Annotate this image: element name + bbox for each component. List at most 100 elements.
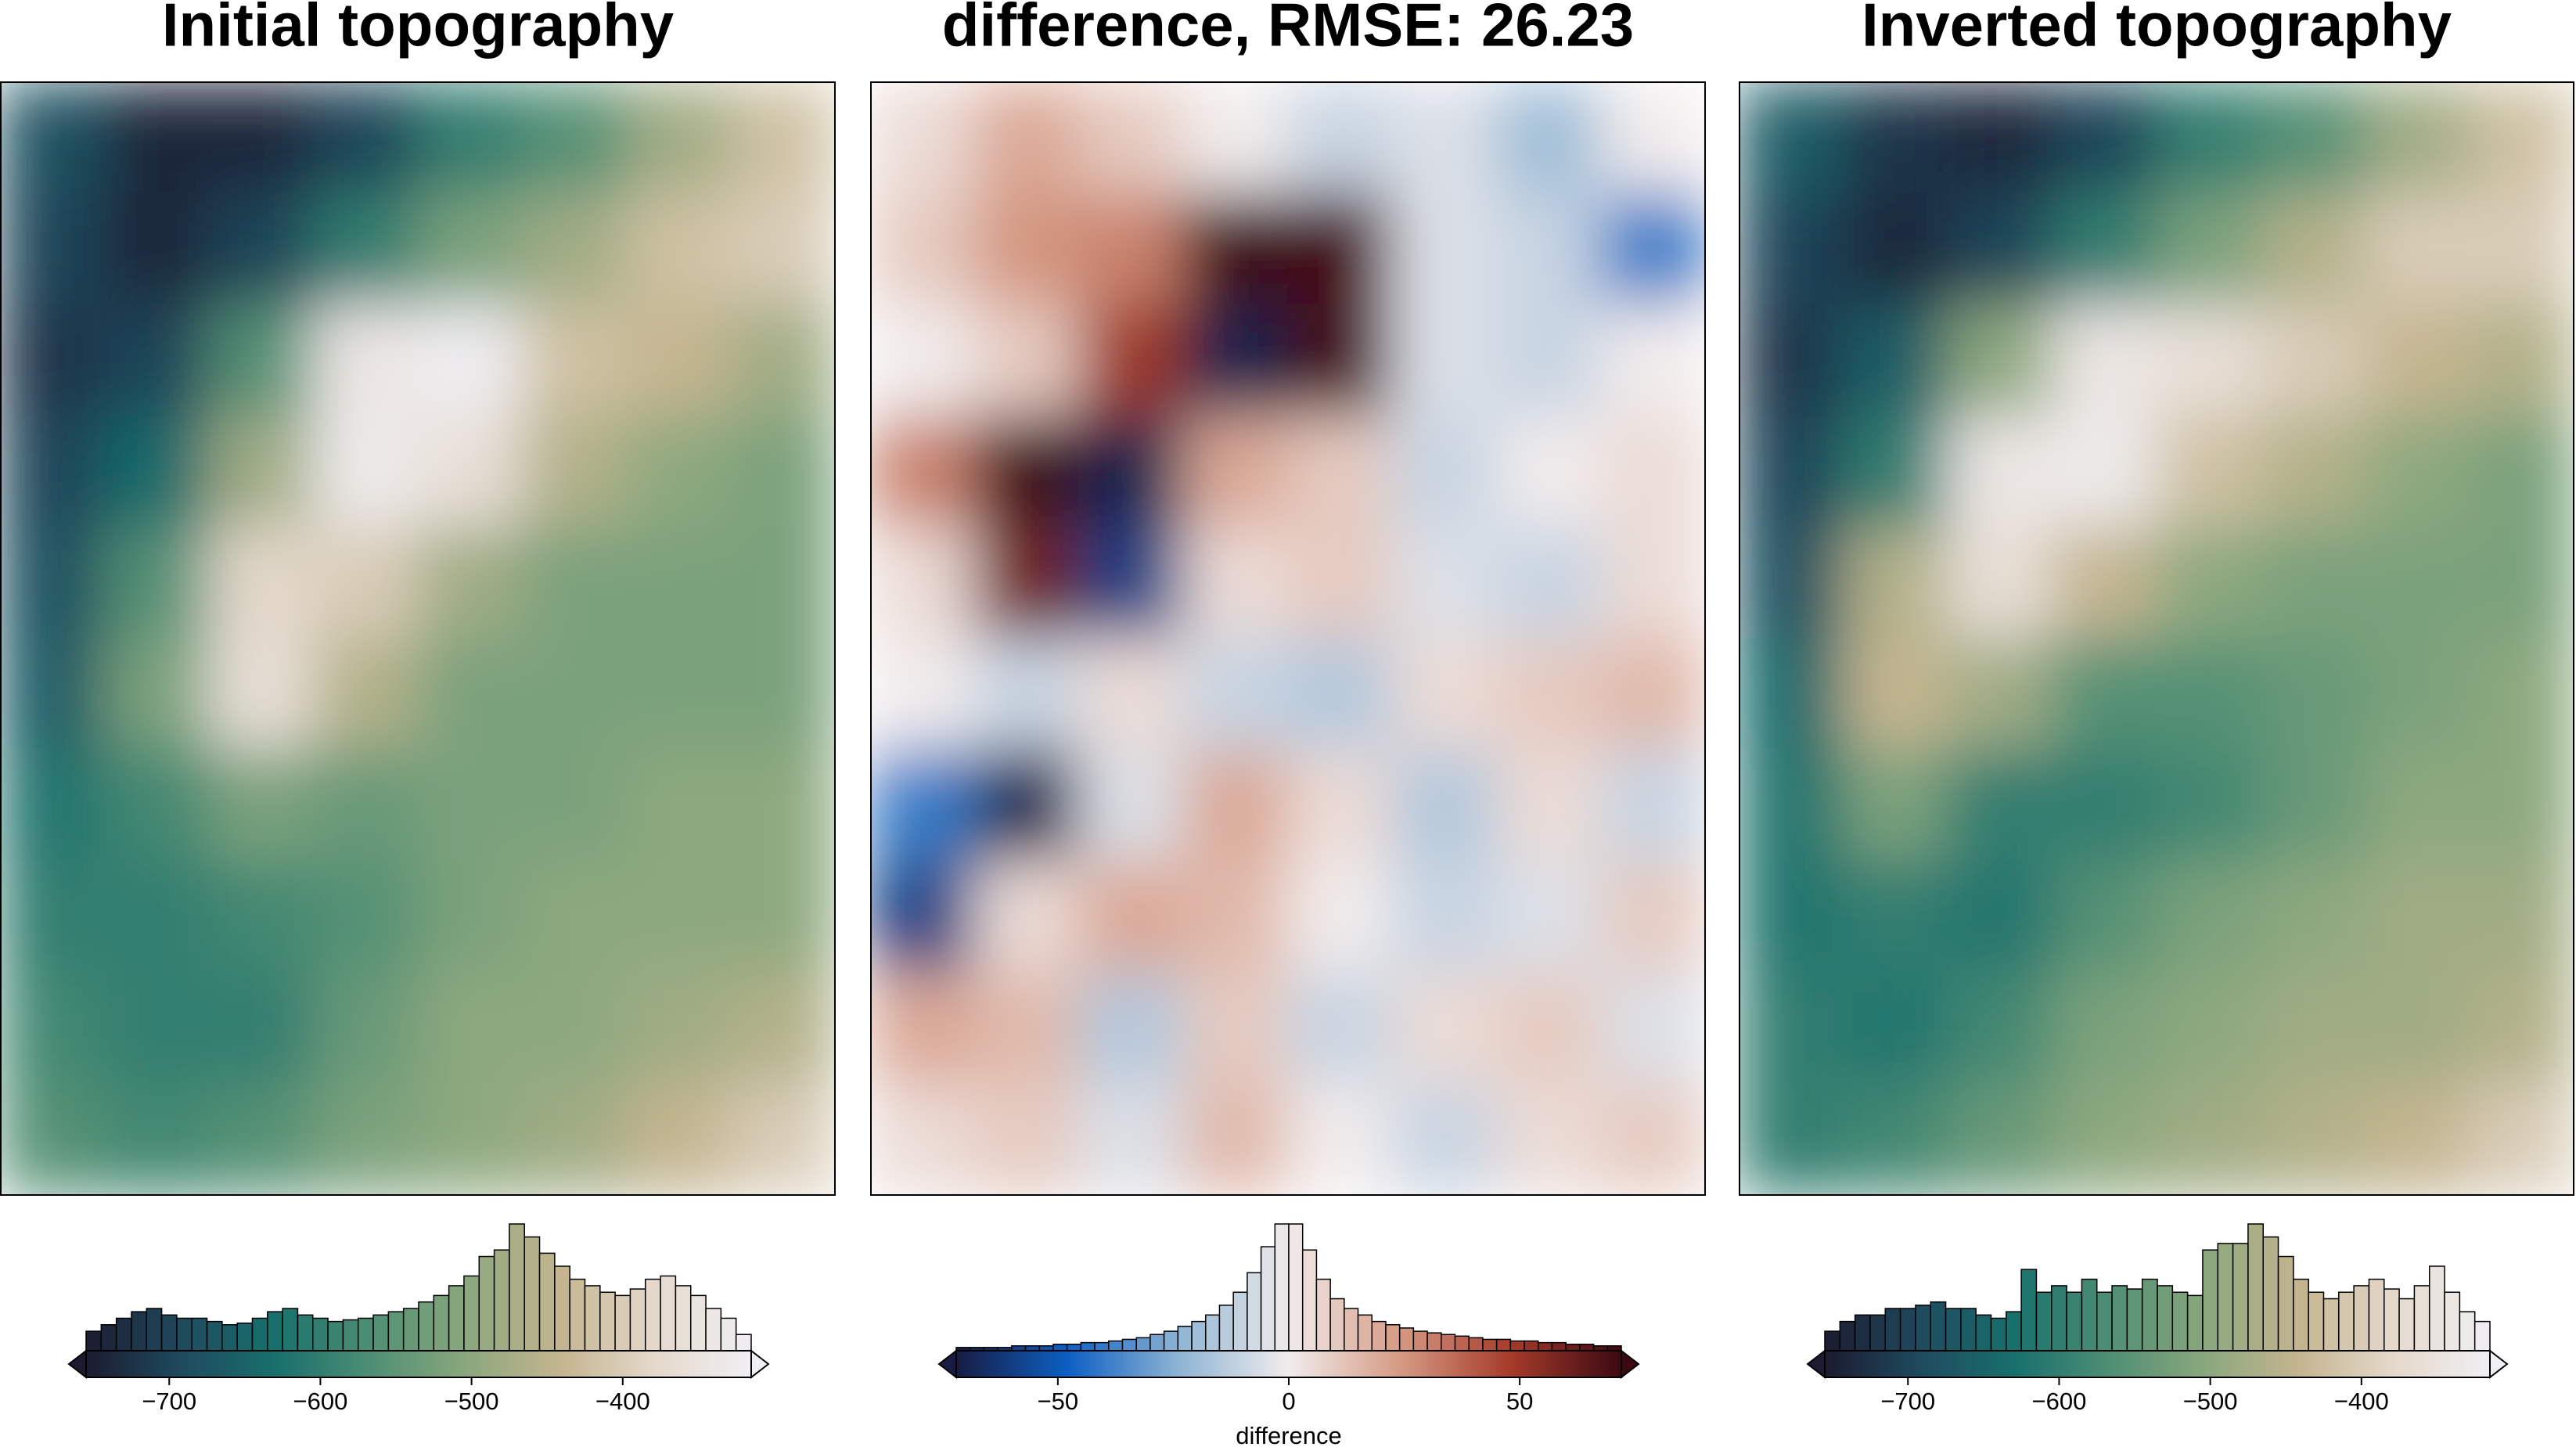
heatmap-cell (730, 749, 836, 862)
heatmap-cell (521, 1082, 628, 1195)
panel-title: Inverted topography (1862, 0, 2452, 59)
heatmap-cell (1391, 526, 1498, 639)
heatmap-cell (208, 193, 315, 306)
heatmap-cell (1739, 971, 1844, 1085)
heatmap-cell (1287, 638, 1394, 751)
heatmap-cell (1947, 82, 2053, 195)
heatmap-cell (1287, 749, 1394, 862)
histogram-bar (1052, 1343, 1068, 1352)
heatmap-cell (2469, 526, 2574, 639)
histogram-bar (2338, 1291, 2355, 1352)
heatmap-cell (1600, 304, 1706, 417)
heatmap-cell (870, 638, 976, 751)
heatmap-cell (1739, 860, 1844, 974)
histogram-bar (1884, 1308, 1901, 1352)
heatmap-cell (1842, 749, 1948, 862)
heatmap-cell (1287, 82, 1394, 195)
heatmap-cell (103, 1082, 210, 1195)
heatmap-cell (2051, 526, 2157, 639)
heatmap-cell (1391, 193, 1498, 306)
histogram-bar (1579, 1343, 1595, 1352)
heatmap-cell (1842, 415, 1948, 528)
heatmap-cell (312, 526, 419, 639)
heatmap-cell (1600, 82, 1706, 195)
heatmap-cell (2365, 749, 2471, 862)
heatmap-cell (2260, 1082, 2366, 1195)
heatmap-cell (103, 415, 210, 528)
heatmap-cell (1842, 304, 1948, 417)
heatmap-cell (103, 638, 210, 751)
histogram-bar (236, 1322, 254, 1352)
histogram-bar (2035, 1291, 2053, 1352)
heatmap-cell (2051, 193, 2157, 306)
heatmap-cell (2469, 860, 2574, 974)
heatmap-cell (973, 638, 1080, 751)
heatmap-cell (2156, 1082, 2262, 1195)
heatmap-cell (417, 971, 523, 1085)
heatmap-cell (1600, 860, 1706, 974)
heatmap-cell (2156, 82, 2262, 195)
heatmap-cell (1287, 526, 1394, 639)
heatmap-cell (2051, 638, 2157, 751)
histogram-bar (1066, 1343, 1082, 1352)
heatmap-cell (0, 638, 106, 751)
histogram-bar (1468, 1337, 1484, 1352)
heatmap-cell (1496, 304, 1603, 417)
histogram-bar (2051, 1285, 2067, 1352)
histogram-bar (1177, 1326, 1193, 1352)
histogram-bar (221, 1324, 238, 1352)
heatmap-cell (208, 638, 315, 751)
histogram-bar (251, 1317, 268, 1352)
histogram-bar (2368, 1278, 2385, 1352)
colorbar-tick-label: −600 (293, 1388, 348, 1415)
heatmap-cell (1842, 82, 1948, 195)
heatmap-cell (1600, 749, 1706, 862)
heatmap-cell (1947, 526, 2053, 639)
histogram-bar (478, 1255, 495, 1352)
histogram-bar (2232, 1243, 2249, 1352)
heatmap-cell (2365, 82, 2471, 195)
heatmap-cell (870, 415, 976, 528)
histogram-bar (2384, 1288, 2400, 1352)
heatmap-cell (1182, 1082, 1289, 1195)
heatmap-cell (1391, 415, 1498, 528)
histogram-bar (720, 1317, 737, 1352)
heatmap-cell (730, 1082, 836, 1195)
heatmap-cell (1947, 1082, 2053, 1195)
heatmap-cell (730, 82, 836, 195)
histogram-bar (2353, 1285, 2370, 1352)
heatmap (1739, 82, 2574, 1195)
heatmap-cell (2051, 304, 2157, 417)
heatmap-cell (521, 860, 628, 974)
heatmap-cell (1496, 82, 1603, 195)
histogram-bar (1108, 1340, 1124, 1352)
heatmap-cell (2365, 415, 2471, 528)
histogram-bar (1232, 1291, 1248, 1352)
heatmap-cell (730, 304, 836, 417)
histogram-bar (2006, 1311, 2022, 1352)
heatmap-cell (1739, 638, 1844, 751)
histogram-bar (523, 1236, 541, 1352)
heatmap-cell (1287, 304, 1394, 417)
panel: Inverted topography −700 −600 −500 −400 (1739, 0, 2574, 1415)
heatmap-cell (1947, 971, 2053, 1085)
heatmap-cell (2260, 82, 2366, 195)
histogram-bar (2459, 1311, 2476, 1352)
heatmap-cell (2260, 193, 2366, 306)
colorbar-tick-label: −50 (1038, 1388, 1079, 1415)
histogram-bar (1260, 1246, 1276, 1352)
histogram-bar (1205, 1314, 1221, 1352)
colorbar (1824, 1350, 2491, 1378)
histogram-bar (1538, 1341, 1553, 1352)
histogram-bar (584, 1285, 601, 1352)
histogram-bar (2308, 1291, 2325, 1352)
heatmap-cell (626, 193, 732, 306)
heatmap-cell (1078, 193, 1185, 306)
heatmap-cell (870, 304, 976, 417)
histogram-bar (2126, 1288, 2143, 1352)
heatmap-cell (1600, 1082, 1706, 1195)
heatmap-cell (521, 304, 628, 417)
histogram-bar (2202, 1249, 2219, 1352)
histogram-bar (1482, 1338, 1498, 1352)
heatmap-cell (1842, 193, 1948, 306)
